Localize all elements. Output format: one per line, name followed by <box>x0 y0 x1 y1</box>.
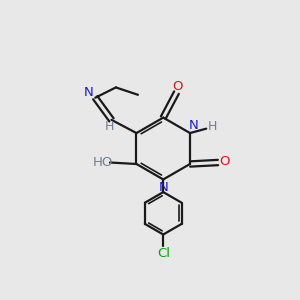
Text: H: H <box>104 120 114 133</box>
Text: H: H <box>208 120 218 133</box>
Text: N: N <box>189 119 199 132</box>
Text: O: O <box>219 155 230 168</box>
Text: Cl: Cl <box>157 247 170 260</box>
Text: N: N <box>84 86 94 99</box>
Text: HO: HO <box>92 156 113 169</box>
Text: O: O <box>173 80 183 93</box>
Text: N: N <box>159 181 169 194</box>
